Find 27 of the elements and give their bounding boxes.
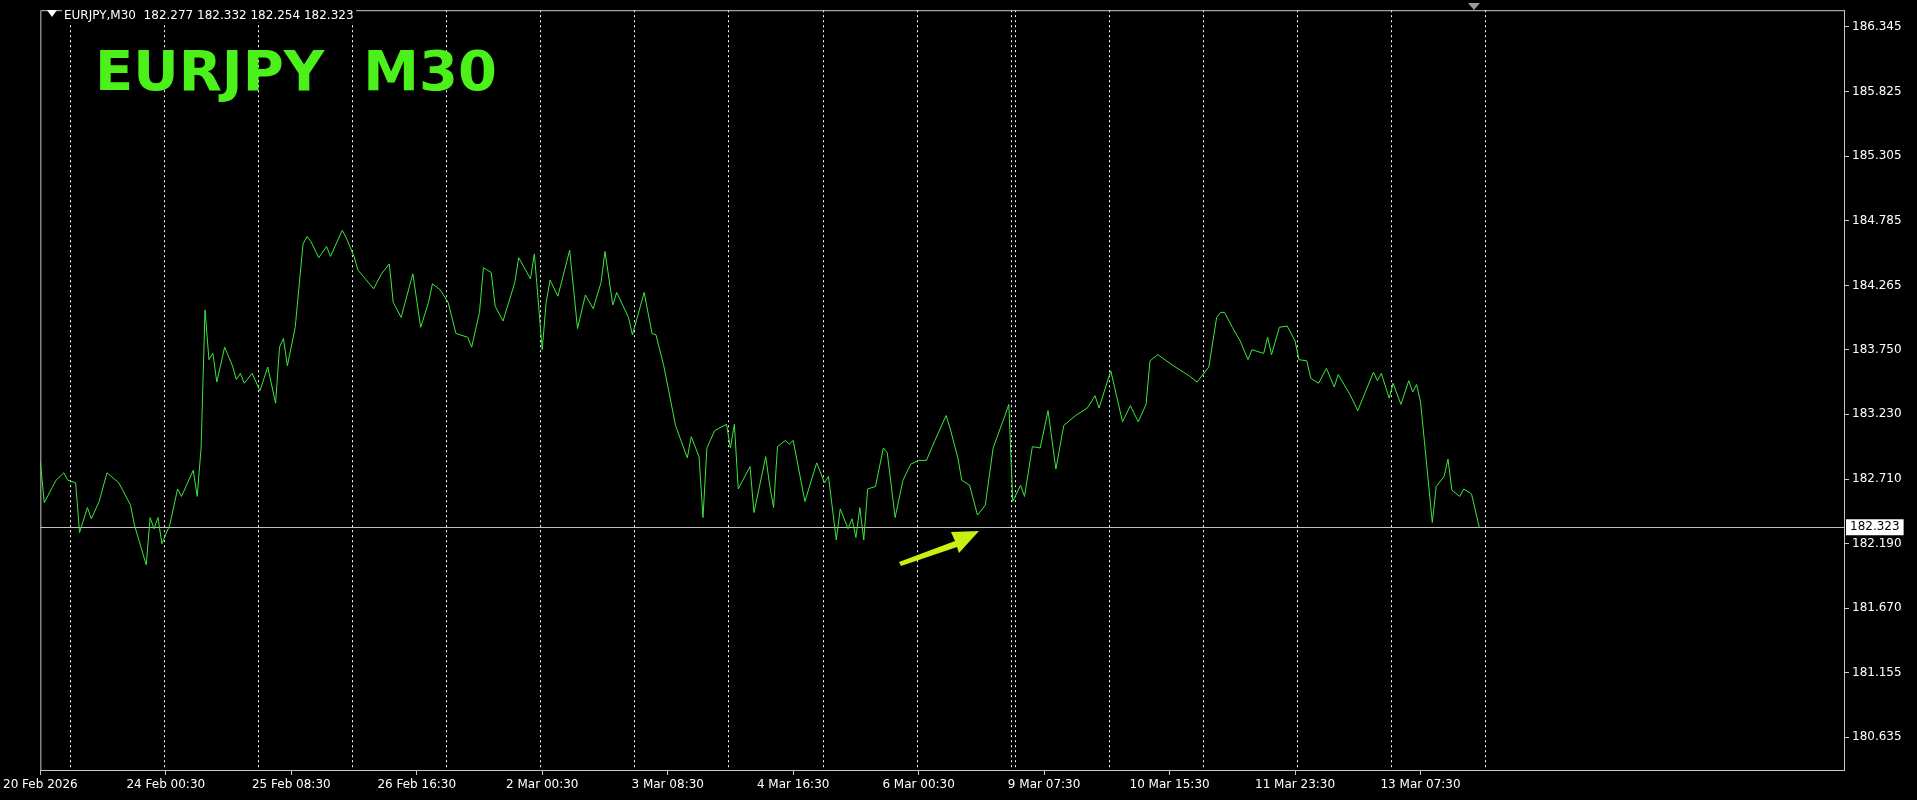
y-tick-label: 185.825 (1852, 83, 1902, 98)
y-tick-label: 185.305 (1852, 148, 1902, 163)
y-tick-label: 180.635 (1852, 729, 1902, 744)
chart-subtitle: EURJPY,M30 182.277 182.332 182.254 182.323 (62, 8, 356, 22)
x-tick-label: 9 Mar 07:30 (1007, 777, 1081, 792)
x-tick-label: 26 Feb 16:30 (377, 777, 457, 792)
x-tick-label: 11 Mar 23:30 (1255, 777, 1336, 792)
x-tick-label: 25 Feb 08:30 (251, 777, 331, 792)
y-tick-label: 182.710 (1852, 471, 1902, 486)
x-tick-label: 6 Mar 00:30 (882, 777, 955, 792)
y-tick-label: 181.155 (1852, 664, 1902, 679)
text: EURJPY M30 (95, 38, 497, 103)
y-tick-label: 183.230 (1852, 406, 1902, 421)
y-tick-label: 184.785 (1852, 213, 1902, 228)
x-tick-label: 4 Mar 16:30 (756, 777, 830, 792)
y-tick-label: 181.670 (1852, 600, 1902, 615)
y-tick-label: 186.345 (1852, 19, 1902, 34)
y-tick-label: 184.265 (1852, 277, 1902, 292)
x-tick-label: 13 Mar 07:30 (1380, 777, 1461, 792)
x-tick-label: 2 Mar 00:30 (505, 777, 579, 792)
x-tick-label: 20 Feb 2026 (3, 777, 78, 792)
x-tick-label: 24 Feb 00:30 (126, 777, 206, 792)
x-tick-label: 10 Mar 15:30 (1129, 777, 1210, 792)
y-tick-label: 183.750 (1852, 341, 1902, 356)
y-tick-label: 182.190 (1852, 535, 1902, 550)
ref-line-label: 182.323 (1850, 519, 1900, 534)
x-tick-label: 3 Mar 08:30 (631, 777, 704, 792)
